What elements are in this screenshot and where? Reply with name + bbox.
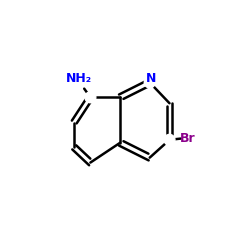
- Circle shape: [85, 92, 96, 103]
- Circle shape: [164, 134, 175, 145]
- Text: N: N: [146, 72, 156, 85]
- Text: Br: Br: [180, 132, 196, 145]
- Circle shape: [144, 77, 155, 88]
- Text: NH₂: NH₂: [66, 72, 92, 85]
